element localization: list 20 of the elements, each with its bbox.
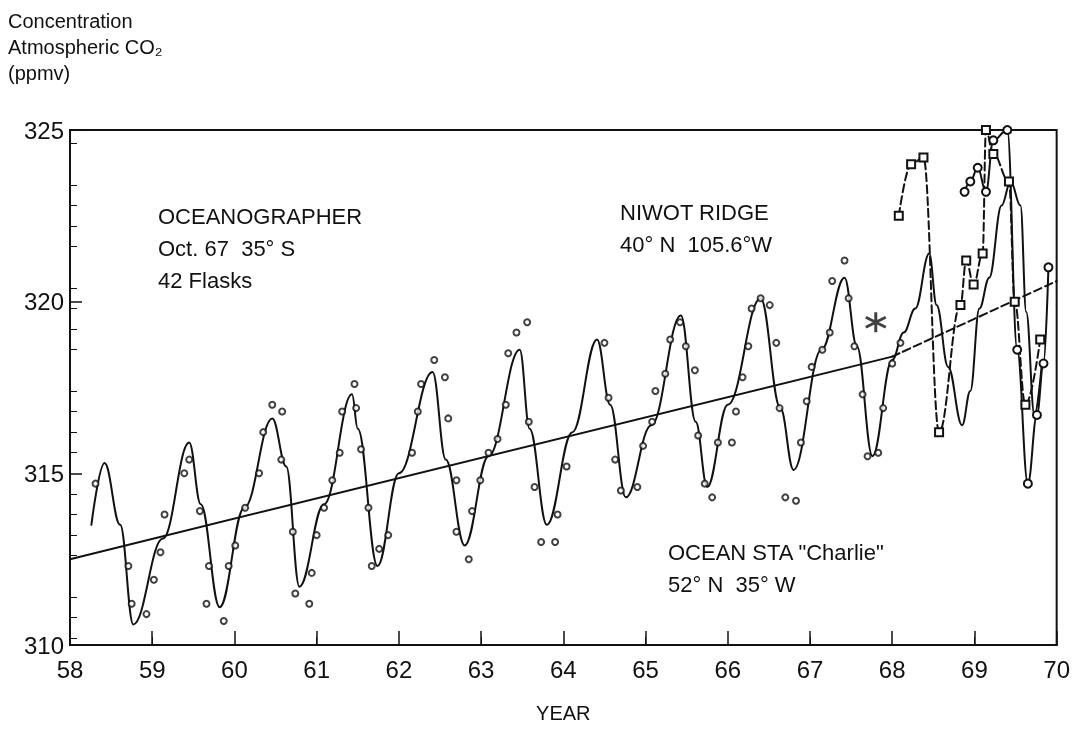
- annotation: OCEANOGRAPHER Oct. 67 35° S 42 Flasks: [158, 203, 363, 293]
- x-axis-title: YEAR: [536, 702, 591, 724]
- x-tick-label: 70: [1043, 655, 1070, 683]
- x-tick-label: 67: [796, 655, 824, 683]
- x-tick-label: 66: [714, 655, 742, 683]
- x-tick-label: 63: [467, 655, 495, 683]
- x-tick-label: 65: [632, 655, 659, 683]
- x-tick-label: 60: [221, 655, 248, 683]
- x-tick-label: 68: [878, 655, 906, 683]
- x-tick-label: 61: [303, 655, 331, 683]
- y-tick-label: 320: [23, 288, 64, 316]
- annotation: OCEAN STA "Charlie" 52° N 35° W: [668, 539, 884, 597]
- y-tick-label: 325: [23, 116, 64, 144]
- y-tick-label: 315: [23, 459, 64, 487]
- x-tick-label: 69: [961, 655, 988, 683]
- y-axis-title: Concentration Atmospheric CO₂ (ppmv): [8, 10, 163, 84]
- x-tick-label: 59: [138, 655, 166, 683]
- annotation: NIWOT RIDGE 40° N 105.6°W: [620, 199, 773, 257]
- x-tick-label: 64: [549, 655, 577, 683]
- x-tick-label: 62: [385, 655, 413, 683]
